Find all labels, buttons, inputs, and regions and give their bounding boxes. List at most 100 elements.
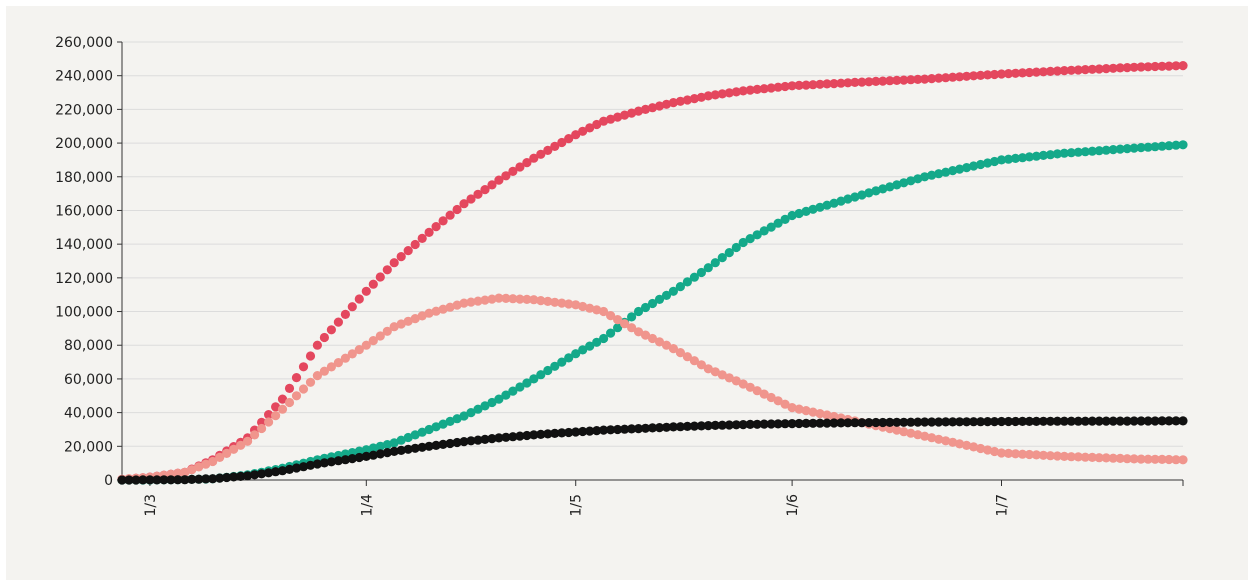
data-point xyxy=(347,302,357,312)
data-point xyxy=(1045,150,1055,160)
data-point xyxy=(962,440,972,450)
data-point xyxy=(396,252,406,262)
data-point xyxy=(271,467,281,477)
data-point xyxy=(173,475,183,485)
data-point xyxy=(1143,454,1153,464)
data-point xyxy=(906,417,916,427)
data-point xyxy=(1143,62,1153,72)
data-point xyxy=(277,404,288,414)
data-point xyxy=(291,391,302,401)
data-point xyxy=(515,162,525,172)
data-point xyxy=(480,185,490,195)
data-point xyxy=(955,439,965,449)
data-point xyxy=(1115,416,1125,426)
data-point xyxy=(585,303,595,313)
data-point xyxy=(333,456,343,466)
data-point xyxy=(640,104,651,114)
data-point xyxy=(368,279,378,289)
data-point xyxy=(689,421,700,431)
data-point xyxy=(1101,416,1111,426)
data-point xyxy=(801,406,811,416)
data-point xyxy=(773,396,783,406)
data-point xyxy=(1101,145,1111,155)
data-point xyxy=(550,297,560,307)
y-tick-label: 140,000 xyxy=(55,237,113,253)
data-point xyxy=(766,222,776,232)
data-point xyxy=(620,319,630,329)
data-point xyxy=(445,302,455,312)
data-point xyxy=(257,423,267,434)
data-point xyxy=(976,159,986,170)
data-point xyxy=(354,446,364,456)
data-point xyxy=(208,474,218,484)
data-point xyxy=(585,341,595,351)
data-point xyxy=(661,99,672,109)
data-point xyxy=(536,296,546,306)
data-point xyxy=(1017,153,1028,163)
data-point xyxy=(801,206,811,216)
data-point xyxy=(1115,453,1125,463)
data-point xyxy=(564,427,574,438)
data-point xyxy=(312,340,322,350)
data-point xyxy=(431,422,441,432)
data-point xyxy=(640,423,651,433)
data-point xyxy=(759,389,769,399)
data-point xyxy=(613,315,623,325)
data-point xyxy=(536,370,546,380)
data-point xyxy=(996,69,1007,79)
data-point xyxy=(920,431,930,441)
x-tick-label: 1/7 xyxy=(995,494,1011,517)
data-point xyxy=(403,246,413,256)
data-point xyxy=(948,72,958,82)
data-point xyxy=(710,258,720,268)
data-point xyxy=(899,417,909,427)
data-point xyxy=(166,475,176,485)
data-point xyxy=(1052,149,1062,159)
data-point xyxy=(284,464,295,474)
data-point xyxy=(892,75,902,85)
data-point xyxy=(934,73,944,83)
data-point xyxy=(640,302,651,313)
data-point xyxy=(885,182,895,192)
data-point xyxy=(717,89,727,99)
data-point xyxy=(529,153,539,163)
data-point xyxy=(326,362,336,372)
data-point xyxy=(759,226,769,236)
data-point xyxy=(885,76,895,86)
data-point xyxy=(647,423,658,433)
data-point xyxy=(1024,416,1034,426)
data-point xyxy=(857,77,867,87)
data-point xyxy=(913,417,923,427)
data-point xyxy=(892,425,902,435)
data-point xyxy=(550,428,560,438)
data-point xyxy=(1087,416,1097,426)
data-point xyxy=(382,326,392,336)
data-point xyxy=(606,311,616,321)
data-point xyxy=(836,418,846,428)
data-point xyxy=(710,367,720,377)
data-point xyxy=(417,311,427,321)
data-point xyxy=(717,253,727,263)
data-point xyxy=(1122,454,1132,464)
data-point xyxy=(1045,416,1055,426)
data-point xyxy=(668,286,679,296)
data-point xyxy=(473,296,483,306)
data-point xyxy=(1024,152,1034,162)
data-point xyxy=(291,373,302,383)
data-point xyxy=(599,425,609,435)
data-point xyxy=(682,352,693,362)
data-point xyxy=(1080,147,1090,157)
data-point xyxy=(1150,142,1160,152)
data-point xyxy=(522,378,532,388)
data-point xyxy=(466,194,476,204)
data-point xyxy=(284,383,295,393)
data-point xyxy=(948,437,958,447)
data-point xyxy=(1080,65,1090,75)
data-point xyxy=(815,418,825,428)
series-4 xyxy=(117,416,1188,485)
data-point xyxy=(1003,448,1014,458)
data-point xyxy=(927,74,937,84)
data-point xyxy=(222,472,232,483)
data-point xyxy=(459,411,469,421)
data-point xyxy=(871,186,881,196)
